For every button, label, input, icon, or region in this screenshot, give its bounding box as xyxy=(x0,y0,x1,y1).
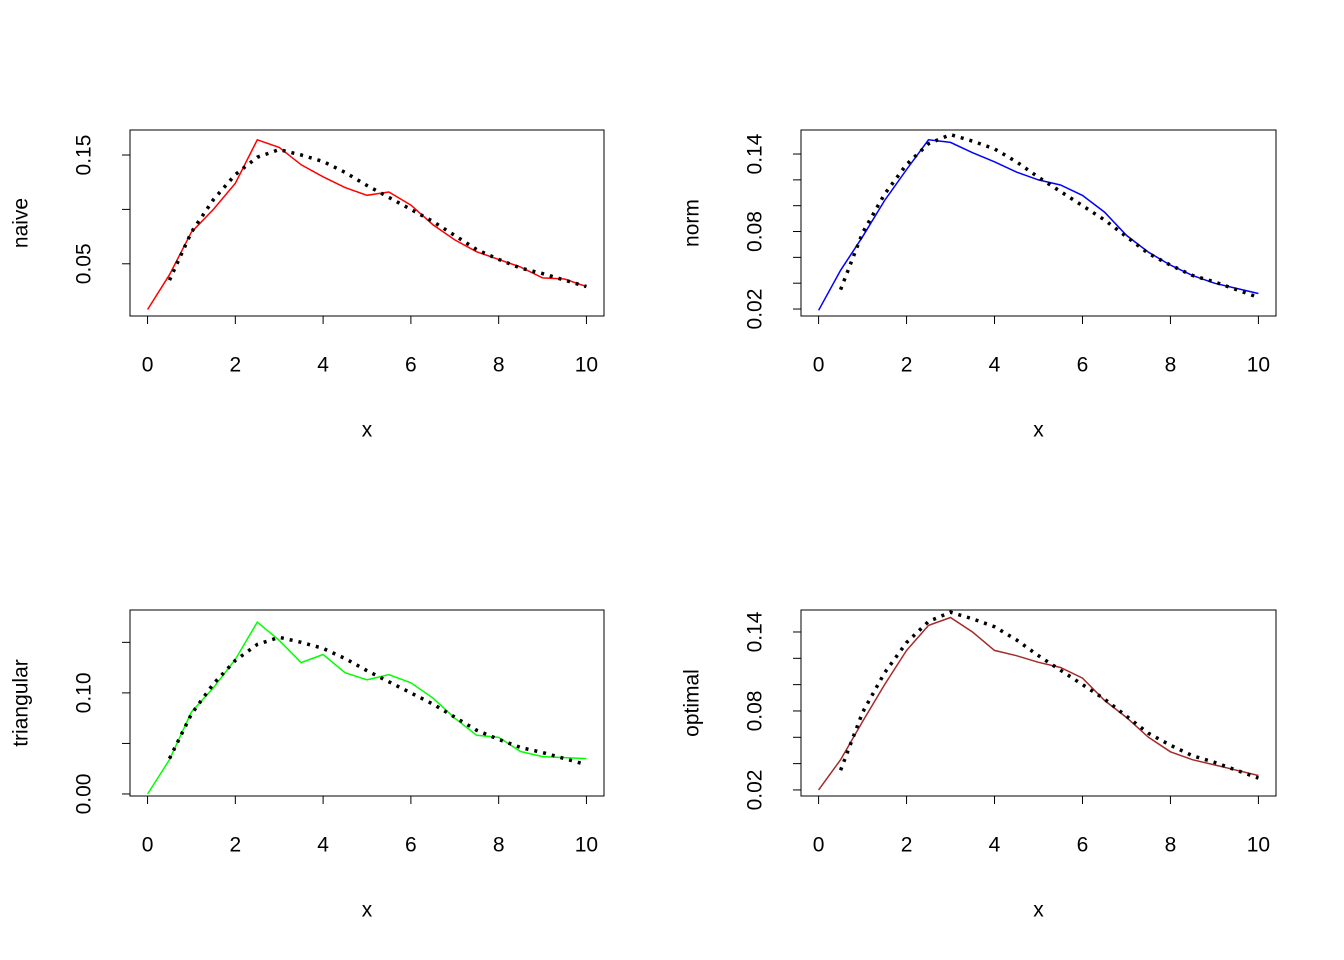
x-tick-label: 6 xyxy=(1077,354,1089,377)
y-tick-label: 0.14 xyxy=(744,611,767,652)
y-tick-label: 0.02 xyxy=(744,770,767,811)
y-tick-label: 0.00 xyxy=(73,774,96,815)
x-tick-label: 0 xyxy=(813,834,825,857)
y-tick-label: 0.14 xyxy=(744,133,767,174)
x-tick-label: 10 xyxy=(1247,354,1270,377)
x-tick-label: 8 xyxy=(1165,354,1177,377)
series-line xyxy=(167,147,587,289)
x-tick-label: 6 xyxy=(405,834,417,857)
y-axis-label: optimal xyxy=(681,669,704,737)
series-line xyxy=(167,635,587,767)
x-tick-label: 2 xyxy=(901,354,913,377)
x-tick-label: 2 xyxy=(229,834,241,857)
x-tick-label: 4 xyxy=(989,354,1001,377)
x-tick-label: 8 xyxy=(493,834,505,857)
x-axis-label: x xyxy=(1033,899,1044,922)
x-tick-label: 6 xyxy=(405,354,417,377)
series-line xyxy=(146,620,587,795)
y-tick-label: 0.10 xyxy=(73,672,96,713)
y-axis-label: naive xyxy=(10,198,33,248)
y-axis-label: norm xyxy=(681,199,704,247)
y-tick-label: 0.08 xyxy=(744,211,767,252)
plot-box xyxy=(800,129,1277,317)
x-tick-label: 0 xyxy=(813,354,825,377)
x-axis-label: x xyxy=(362,899,373,922)
series-line xyxy=(817,139,1259,311)
x-tick-label: 4 xyxy=(317,834,329,857)
y-tick-label: 0.05 xyxy=(73,243,96,284)
x-axis-label: x xyxy=(1033,419,1044,442)
x-tick-label: 8 xyxy=(493,354,505,377)
x-tick-label: 0 xyxy=(142,354,154,377)
series-line xyxy=(817,616,1259,791)
x-tick-label: 10 xyxy=(575,834,598,857)
y-tick-label: 0.02 xyxy=(744,289,767,330)
series-line xyxy=(838,610,1259,780)
x-tick-label: 0 xyxy=(142,834,154,857)
x-tick-label: 8 xyxy=(1165,834,1177,857)
x-tick-label: 10 xyxy=(1247,834,1270,857)
y-axis-label: triangular xyxy=(10,659,33,747)
series-line xyxy=(146,138,587,310)
y-tick-label: 0.15 xyxy=(73,135,96,176)
series-line xyxy=(838,132,1259,300)
x-axis-label: x xyxy=(362,419,373,442)
plot-box xyxy=(800,609,1277,797)
y-tick-label: 0.08 xyxy=(744,691,767,732)
x-tick-label: 6 xyxy=(1077,834,1089,857)
x-tick-label: 2 xyxy=(229,354,241,377)
x-tick-label: 2 xyxy=(901,834,913,857)
x-tick-label: 4 xyxy=(317,354,329,377)
x-tick-label: 4 xyxy=(989,834,1001,857)
x-tick-label: 10 xyxy=(575,354,598,377)
